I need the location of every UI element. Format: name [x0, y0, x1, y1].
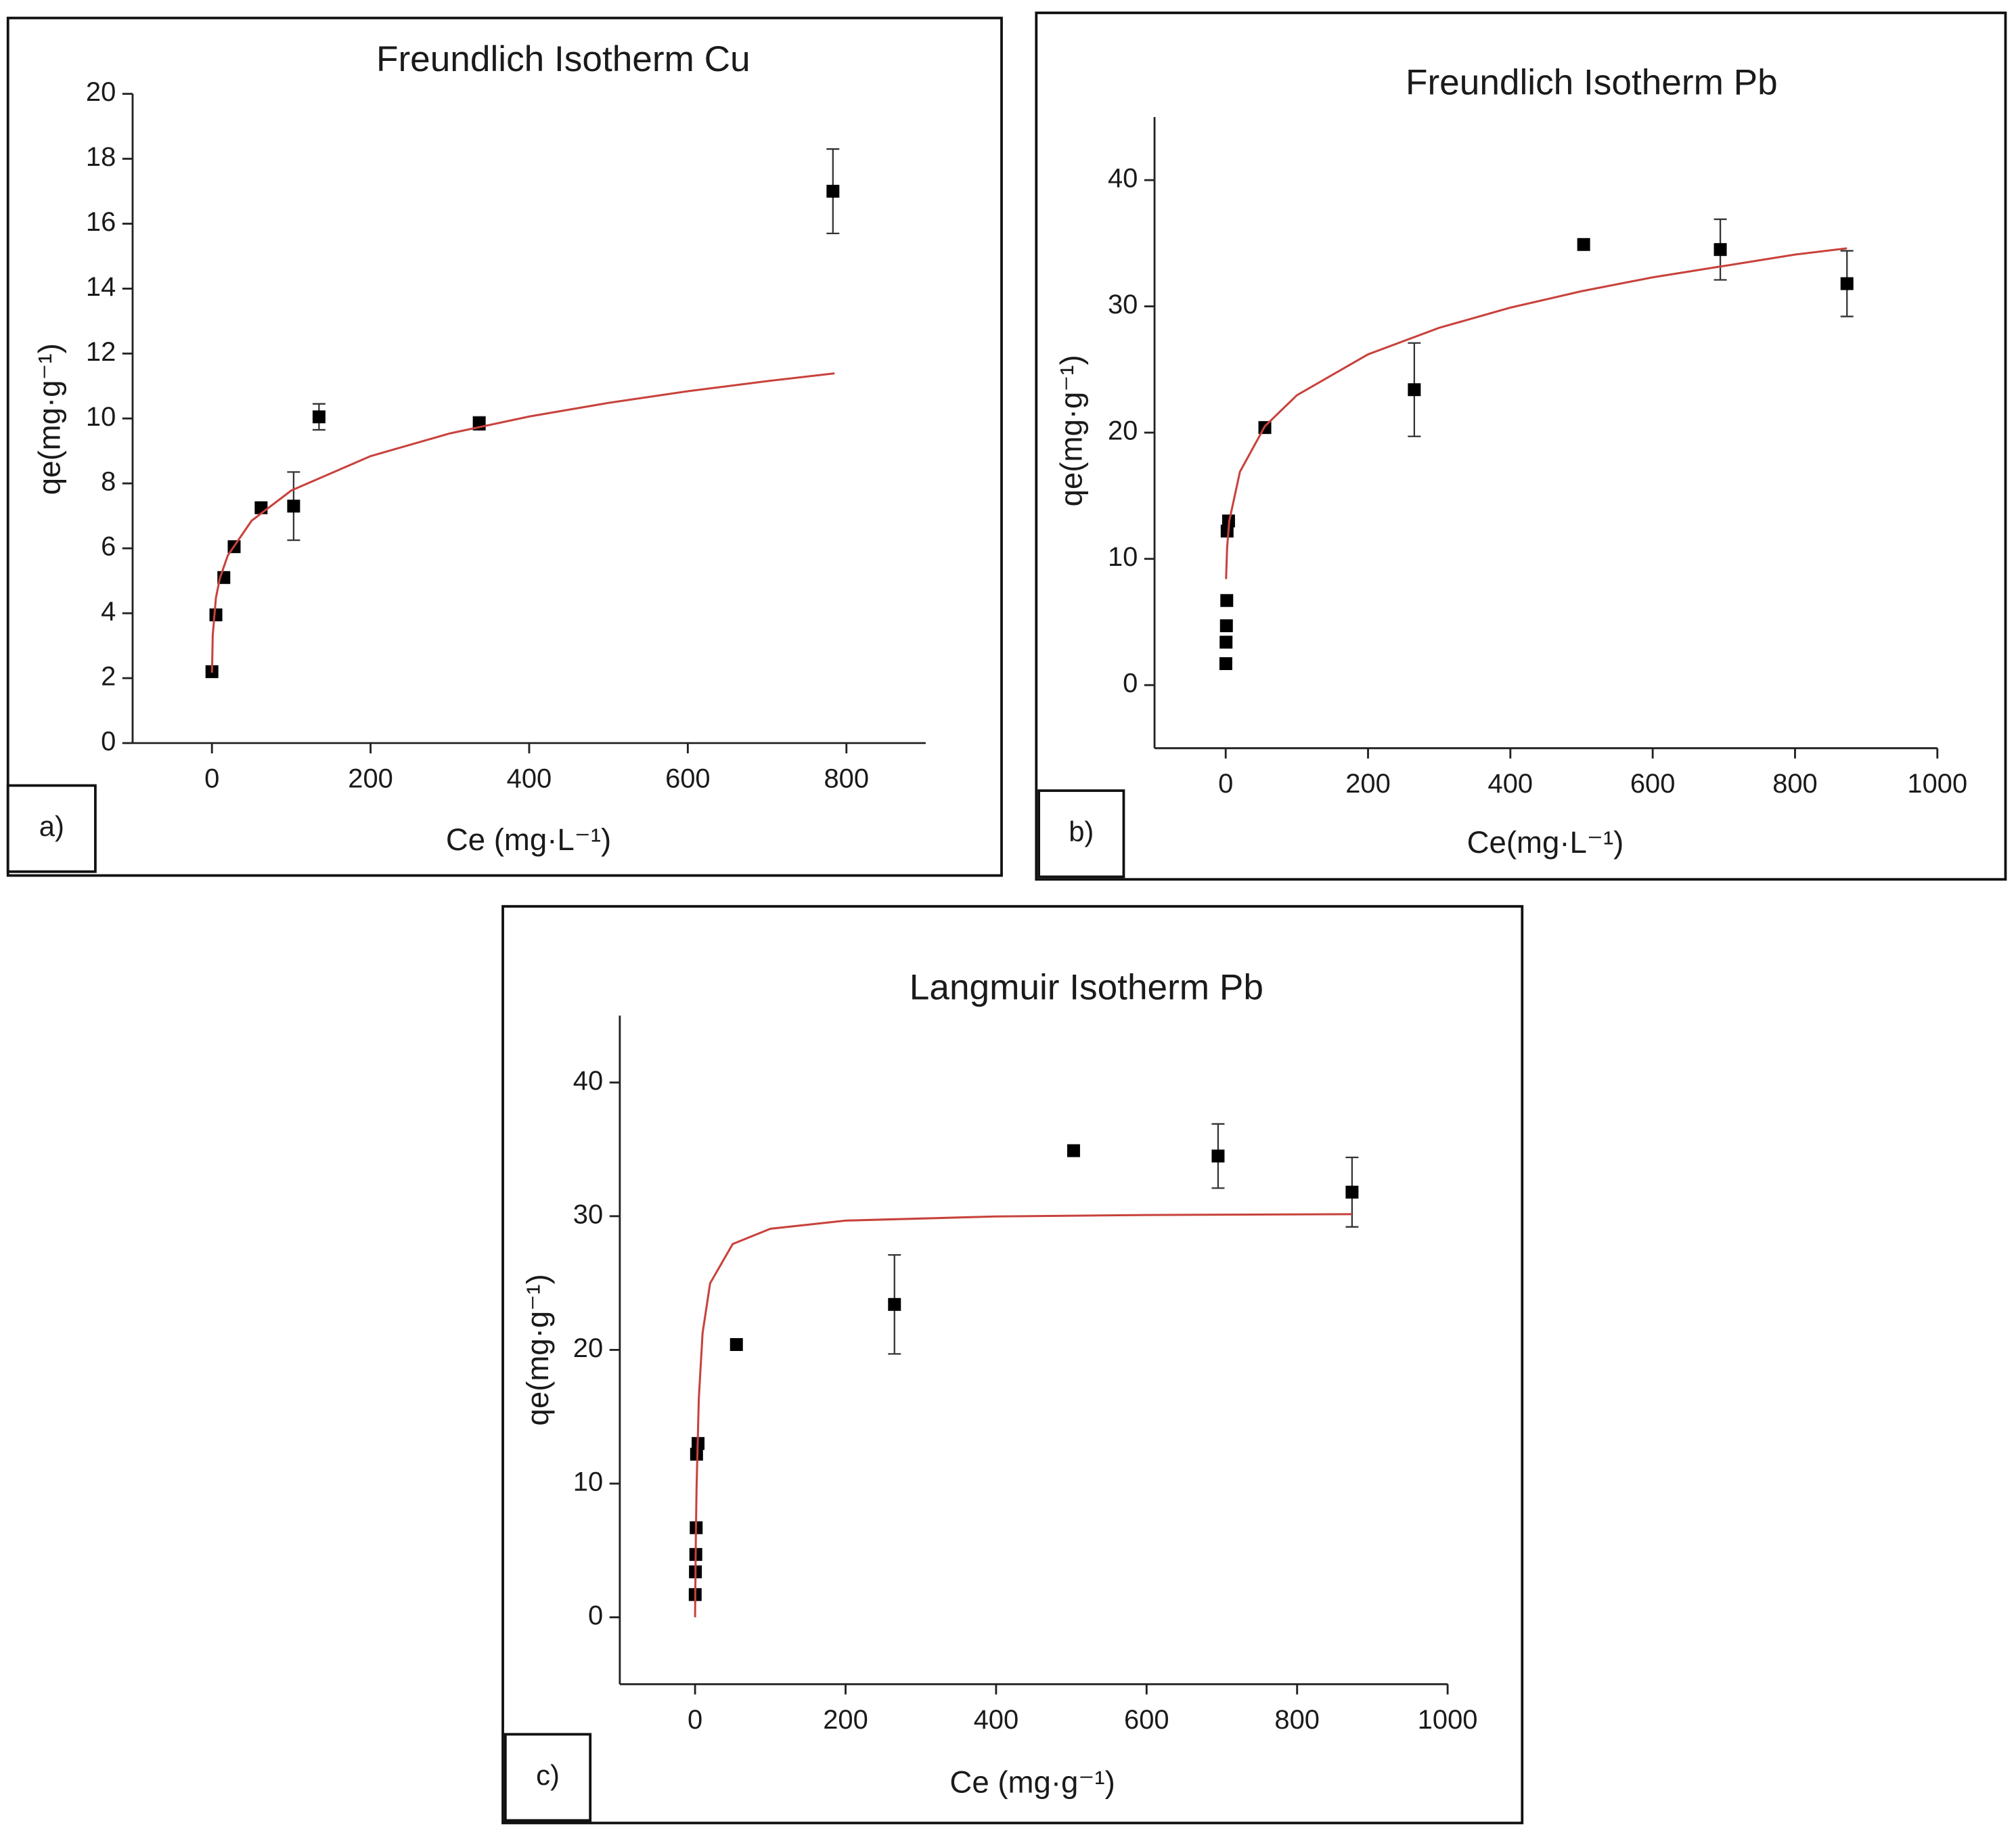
y-tick-label: 20	[86, 77, 116, 107]
panel-label: b)	[1069, 816, 1094, 847]
x-tick-label: 1000	[1418, 1705, 1478, 1735]
x-tick-label: 0	[688, 1705, 702, 1735]
fit-curve	[694, 1213, 1352, 1618]
panel-label: c)	[536, 1759, 560, 1791]
y-tick-label: 12	[86, 337, 116, 367]
x-tick-label: 400	[507, 763, 552, 793]
chart-title: Langmuir Isotherm Pb	[910, 968, 1263, 1008]
y-tick-label: 8	[101, 467, 116, 497]
data-point	[1408, 383, 1421, 397]
panel-frame	[6, 16, 1003, 877]
x-tick-label: 800	[824, 763, 869, 793]
y-tick-label: 10	[573, 1467, 603, 1496]
fit-curve	[210, 372, 835, 673]
y-axis-label: qe(mg·g⁻¹)	[1054, 355, 1088, 506]
data-point	[1219, 657, 1232, 671]
y-tick-label: 14	[86, 272, 116, 302]
x-tick-label: 0	[204, 763, 219, 793]
data-point	[1577, 238, 1590, 251]
data-point	[1840, 277, 1854, 290]
panel-label-box	[503, 1733, 592, 1822]
y-tick-label: 10	[1108, 542, 1138, 572]
x-tick-label: 200	[348, 763, 393, 793]
y-tick-label: 0	[101, 726, 116, 756]
data-point	[1219, 619, 1233, 633]
panel-frame	[1035, 12, 2007, 881]
panel-frame	[501, 905, 1524, 1825]
y-tick-label: 10	[86, 402, 116, 432]
y-tick-label: 30	[573, 1199, 603, 1229]
y-tick-label: 0	[588, 1601, 603, 1631]
y-tick-label: 18	[86, 142, 116, 172]
y-tick-label: 6	[101, 532, 116, 562]
data-point	[1067, 1144, 1080, 1157]
fit-curve	[1225, 247, 1847, 579]
data-point	[312, 410, 326, 424]
data-point	[1713, 243, 1727, 257]
x-tick-label: 0	[1218, 769, 1233, 799]
y-tick-label: 20	[573, 1333, 603, 1363]
y-tick-label: 16	[86, 207, 116, 237]
y-tick-label: 2	[101, 661, 116, 691]
data-point	[1220, 594, 1234, 607]
x-tick-label: 600	[665, 763, 711, 793]
x-tick-label: 800	[1772, 769, 1818, 799]
data-point	[287, 500, 300, 513]
data-point	[888, 1297, 901, 1311]
y-axis-label: qe(mg·g⁻¹)	[32, 343, 66, 495]
x-tick-label: 200	[1345, 769, 1391, 799]
x-tick-label: 1000	[1907, 769, 1967, 799]
y-axis-label: qe(mg·g⁻¹)	[520, 1274, 555, 1425]
y-tick-label: 20	[1108, 416, 1138, 446]
data-point	[730, 1338, 743, 1352]
y-tick-label: 40	[573, 1066, 603, 1096]
x-tick-label: 400	[974, 1705, 1019, 1735]
data-point	[1211, 1149, 1225, 1163]
panel-label-box	[1037, 789, 1125, 879]
data-point	[826, 185, 840, 198]
data-point	[209, 608, 223, 621]
y-tick-label: 0	[1123, 669, 1138, 698]
y-tick-label: 30	[1108, 290, 1138, 319]
y-tick-label: 4	[101, 597, 116, 627]
data-point	[1220, 525, 1234, 538]
data-point	[1219, 636, 1233, 649]
x-tick-label: 400	[1488, 769, 1533, 799]
x-axis-label: Ce(mg·L⁻¹)	[1467, 825, 1624, 860]
x-tick-label: 200	[823, 1705, 868, 1735]
chart-title: Freundlich Isotherm Cu	[376, 39, 751, 79]
x-axis-label: Ce (mg·L⁻¹)	[446, 822, 611, 857]
x-tick-label: 800	[1274, 1705, 1320, 1735]
panel-label: a)	[39, 810, 64, 842]
chart-title: Freundlich Isotherm Pb	[1406, 62, 1778, 102]
data-point	[1345, 1185, 1359, 1199]
x-tick-label: 600	[1124, 1705, 1169, 1735]
x-axis-label: Ce (mg·g⁻¹)	[949, 1765, 1115, 1799]
panel-label-box	[6, 784, 97, 873]
x-tick-label: 600	[1630, 769, 1676, 799]
y-tick-label: 40	[1108, 164, 1138, 194]
